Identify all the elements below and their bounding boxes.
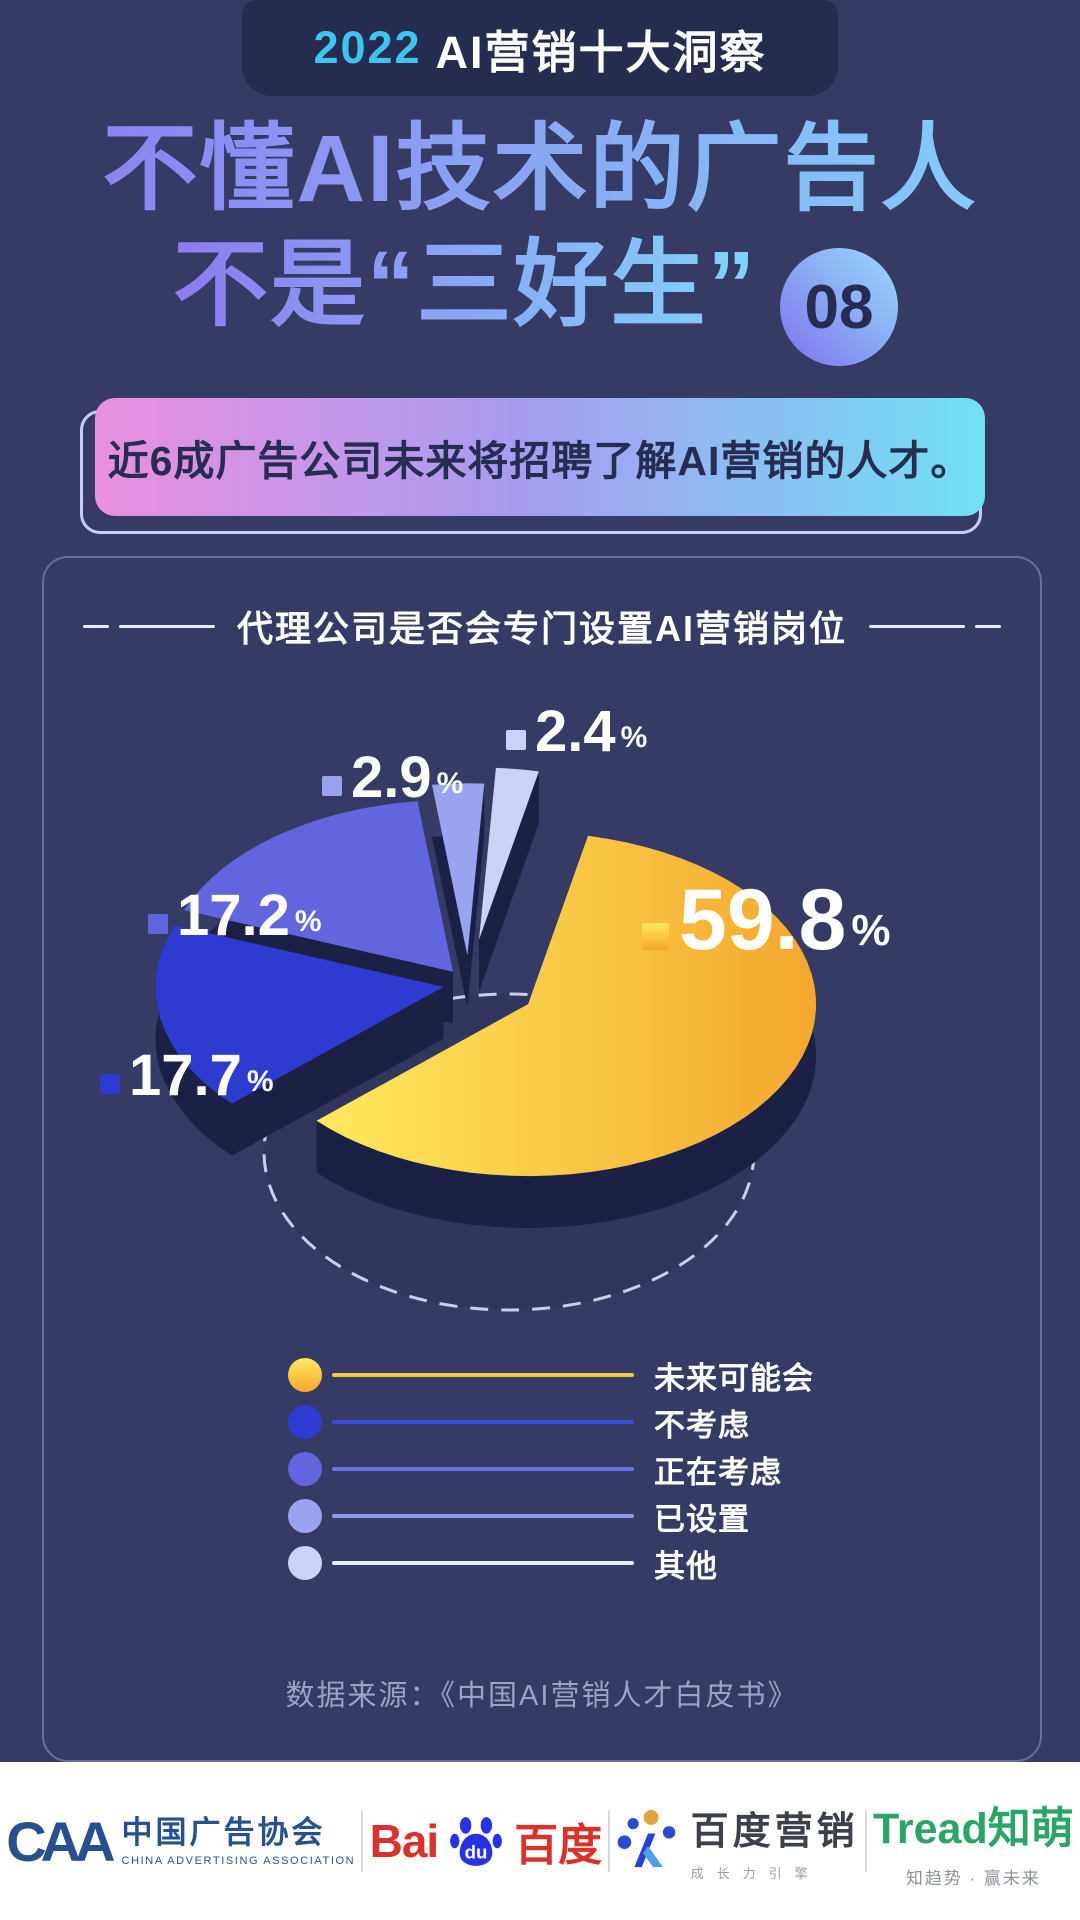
label-value: 2.4 [535,699,616,764]
label-square [506,730,526,751]
legend-line [332,1467,634,1471]
legend-item: 其他 [288,1546,814,1584]
legend-item: 已设置 [288,1499,814,1537]
baidu-wordmark: Bai [369,1815,440,1867]
legend-line [332,1514,634,1518]
legend-dot [288,1405,322,1439]
legend-label: 未来可能会 [654,1360,814,1396]
chart-header: 代理公司是否会专门设置AI营销岗位 [44,600,1040,652]
legend-item: 不考虑 [288,1405,814,1443]
main-title-line2: 不是“三好生” [173,228,757,344]
baidu-name-cn: 百度 [514,1821,603,1870]
legend-line [332,1373,634,1377]
trendmind-en: Tread [873,1804,988,1853]
label-value: 59.8 [679,872,847,968]
legend-dot [288,1499,322,1533]
legend-label: 已设置 [654,1501,750,1537]
key-finding-banner: 近6成广告公司未来将招聘了解AI营销的人才。 [95,398,985,516]
legend: 未来可能会 不考虑 正在考虑 已设置 其他 [288,1358,814,1584]
baidu-marketing-icon [617,1810,675,1868]
trendmind-slogan: 知趋势 · 赢未来 [905,1868,1041,1888]
trendmind-cn: 知萌 [987,1804,1074,1853]
baidu-marketing-name: 百度营销 [690,1811,859,1853]
label-value: 17.2 [177,883,290,948]
trendmind-logo: Tread知萌 知趋势 · 赢未来 [873,1794,1074,1889]
legend-dot [288,1358,322,1392]
pie-slices [155,767,816,1229]
top-banner: 2022 AI营销十大洞察 [242,0,838,96]
label-square [322,776,342,797]
svg-text:du: du [465,1842,488,1863]
label-value: 17.7 [129,1043,242,1108]
footer-divider [361,1810,364,1872]
footer-divider [864,1810,867,1872]
legend-dot [288,1546,322,1580]
issue-number: 08 [804,272,874,342]
baidu-paw-icon: du [450,1817,503,1866]
legend-line [332,1561,634,1565]
pie-label-future: 59.8 % [642,872,891,968]
label-unit: % [436,767,464,801]
baidu-marketing-logo: 百度营销 成长力引擎 [617,1800,859,1882]
chart-title: 代理公司是否会专门设置AI营销岗位 [236,608,847,649]
baidu-marketing-slogan: 成长力引擎 [690,1866,821,1881]
caa-name-en: CHINA ADVERTISING ASSOCIATION [121,1854,356,1867]
footer-logos: CAA 中国广告协会 CHINA ADVERTISING ASSOCIATION… [0,1762,1080,1920]
label-value: 2.9 [351,745,432,810]
banner-title: AI营销十大洞察 [435,26,767,78]
banner-year: 2022 [313,22,422,73]
footer-divider [608,1810,611,1872]
label-unit: % [851,906,891,956]
main-title: 不懂AI技术的广告人 不是“三好生” [0,112,1080,344]
key-finding-text: 近6成广告公司未来将招聘了解AI营销的人才。 [107,438,973,484]
label-unit: % [620,721,648,755]
pie-label-other: 2.4 % [506,699,648,764]
left-divider-ornament [82,624,215,628]
label-square [148,914,168,935]
legend-line [332,1420,634,1424]
legend-item: 未来可能会 [288,1358,814,1396]
right-divider-ornament [869,624,1001,628]
label-square [100,1074,120,1095]
baidu-logo: Bai du 百度 [370,1809,603,1873]
main-title-line1: 不懂AI技术的广告人 [0,112,1080,228]
pie-label-set: 2.9 % [322,745,464,810]
pie-chart [155,767,816,1312]
label-square [642,922,669,950]
pie-label-considering: 17.2 % [148,883,322,948]
legend-label: 不考虑 [654,1407,750,1443]
caa-name-cn: 中国广告协会 [121,1814,326,1850]
legend-label: 正在考虑 [654,1454,782,1490]
issue-number-badge: 08 [780,248,898,366]
chart-card: 代理公司是否会专门设置AI营销岗位 59.8 % 17.7 % 17.2 [42,556,1042,1762]
legend-label: 其他 [654,1548,718,1584]
caa-mark: CAA [6,1809,115,1873]
legend-dot [288,1452,322,1486]
pie-label-no: 17.7 % [100,1043,274,1108]
label-unit: % [294,905,322,939]
legend-item: 正在考虑 [288,1452,814,1490]
caa-logo: CAA 中国广告协会 CHINA ADVERTISING ASSOCIATION [6,1809,355,1874]
data-source: 数据来源：《中国AI营销人才白皮书》 [285,1680,799,1712]
label-unit: % [246,1065,274,1099]
